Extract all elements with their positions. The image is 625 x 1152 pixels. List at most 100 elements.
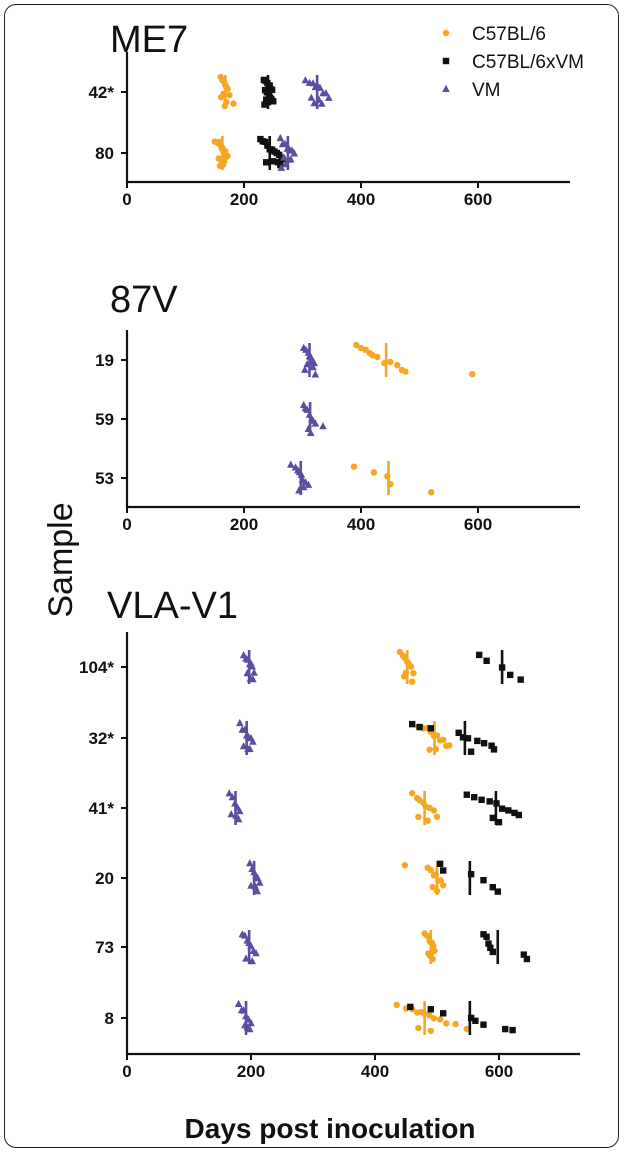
data-point — [523, 955, 531, 963]
data-point — [309, 363, 317, 371]
x-tick-label: 600 — [485, 1062, 513, 1081]
data-point — [490, 746, 498, 753]
x-tick-label: 0 — [122, 1062, 131, 1081]
data-point — [440, 736, 447, 744]
data-point — [440, 882, 447, 889]
data-point — [311, 370, 320, 378]
data-point — [301, 76, 310, 84]
data-point — [215, 155, 222, 162]
data-point — [236, 807, 244, 815]
data-point — [469, 370, 476, 378]
data-point — [463, 1025, 470, 1033]
data-point — [443, 1020, 450, 1027]
data-point — [322, 89, 330, 97]
data-point — [415, 1024, 422, 1032]
data-point — [517, 676, 524, 683]
data-point — [409, 678, 416, 685]
x-tick-label: 200 — [237, 1062, 265, 1081]
data-point — [246, 859, 254, 867]
data-point — [227, 810, 235, 818]
legend: C57BL/6 C57BL/6xVM VM — [442, 24, 584, 101]
data-point — [480, 877, 487, 884]
data-point — [436, 1016, 444, 1023]
data-point — [353, 341, 360, 349]
data-point — [250, 668, 258, 676]
data-point — [476, 651, 483, 659]
data-point — [485, 940, 492, 947]
data-point — [264, 142, 271, 149]
panel-vla-v1: VLA-V1 0 200 400 600 104* 32* 41* 20 73 8 — [79, 585, 580, 1081]
data-point — [401, 862, 408, 869]
data-point — [487, 944, 494, 951]
x-tick-label: 0 — [122, 190, 131, 209]
y-tick-label: 8 — [105, 1009, 114, 1028]
data-point — [387, 358, 394, 366]
data-point — [483, 933, 490, 940]
data-point — [402, 368, 409, 375]
data-point — [261, 101, 268, 108]
x-tick-label: 0 — [122, 515, 131, 534]
x-axis-title: Days post inoculation — [185, 1113, 476, 1144]
data-point — [394, 362, 401, 369]
data-point — [247, 1019, 255, 1027]
x-tick-label: 400 — [347, 190, 375, 209]
data-point — [427, 1027, 434, 1035]
data-point — [224, 152, 231, 160]
y-tick-label: 42* — [88, 83, 114, 102]
data-point — [301, 365, 309, 373]
y-tick-label: 80 — [95, 144, 114, 163]
data-point — [304, 480, 313, 488]
y-tick-label: 59 — [95, 410, 114, 429]
data-point — [325, 93, 333, 101]
data-point — [270, 158, 277, 165]
y-tick-label: 104* — [79, 658, 114, 677]
data-point — [310, 358, 318, 367]
y-tick-label: 32* — [88, 729, 114, 748]
x-tick-label: 600 — [464, 515, 492, 534]
y-tick-label: 41* — [88, 799, 114, 818]
data-point — [407, 663, 415, 670]
data-point — [280, 153, 288, 161]
data-point — [436, 860, 444, 867]
data-point — [318, 99, 326, 107]
panel-87v: 87V 0 200 400 600 19 59 53 — [95, 279, 580, 534]
data-point — [440, 1010, 447, 1017]
data-point — [427, 866, 434, 874]
data-point — [437, 877, 444, 884]
data-point — [290, 149, 299, 157]
data-point — [505, 807, 512, 814]
data-point — [502, 1025, 509, 1033]
data-point — [230, 100, 237, 107]
data-point — [261, 138, 269, 146]
x-tick-label: 400 — [361, 1062, 389, 1081]
legend-label: C57BL/6xVM — [472, 52, 584, 73]
data-point — [480, 1021, 487, 1028]
panel-title: VLA-V1 — [107, 585, 238, 627]
data-point — [374, 353, 381, 361]
data-point — [474, 737, 481, 745]
data-point — [370, 469, 378, 476]
data-point — [268, 86, 276, 94]
x-tick-label: 400 — [347, 515, 375, 534]
data-point — [440, 867, 447, 874]
data-point — [495, 819, 503, 826]
data-point — [409, 790, 416, 797]
x-tick-label: 200 — [230, 190, 258, 209]
data-point — [234, 999, 243, 1007]
panel-me7: ME7 0 200 400 600 42* 80 C57BL/6 C57BL/6xVM VM — [88, 19, 583, 209]
data-point — [319, 422, 327, 430]
data-point — [446, 742, 453, 749]
data-point — [427, 1006, 434, 1013]
data-point — [428, 489, 435, 496]
panel-title: ME7 — [110, 19, 188, 61]
y-tick-label: 19 — [95, 351, 114, 370]
data-point — [277, 163, 286, 171]
data-point — [430, 1015, 438, 1022]
y-axis-title: Sample — [42, 502, 80, 617]
data-point — [225, 789, 234, 797]
data-point — [486, 798, 493, 805]
data-point — [407, 1003, 414, 1011]
data-point — [452, 1020, 459, 1028]
x-tick-label: 200 — [230, 515, 258, 534]
